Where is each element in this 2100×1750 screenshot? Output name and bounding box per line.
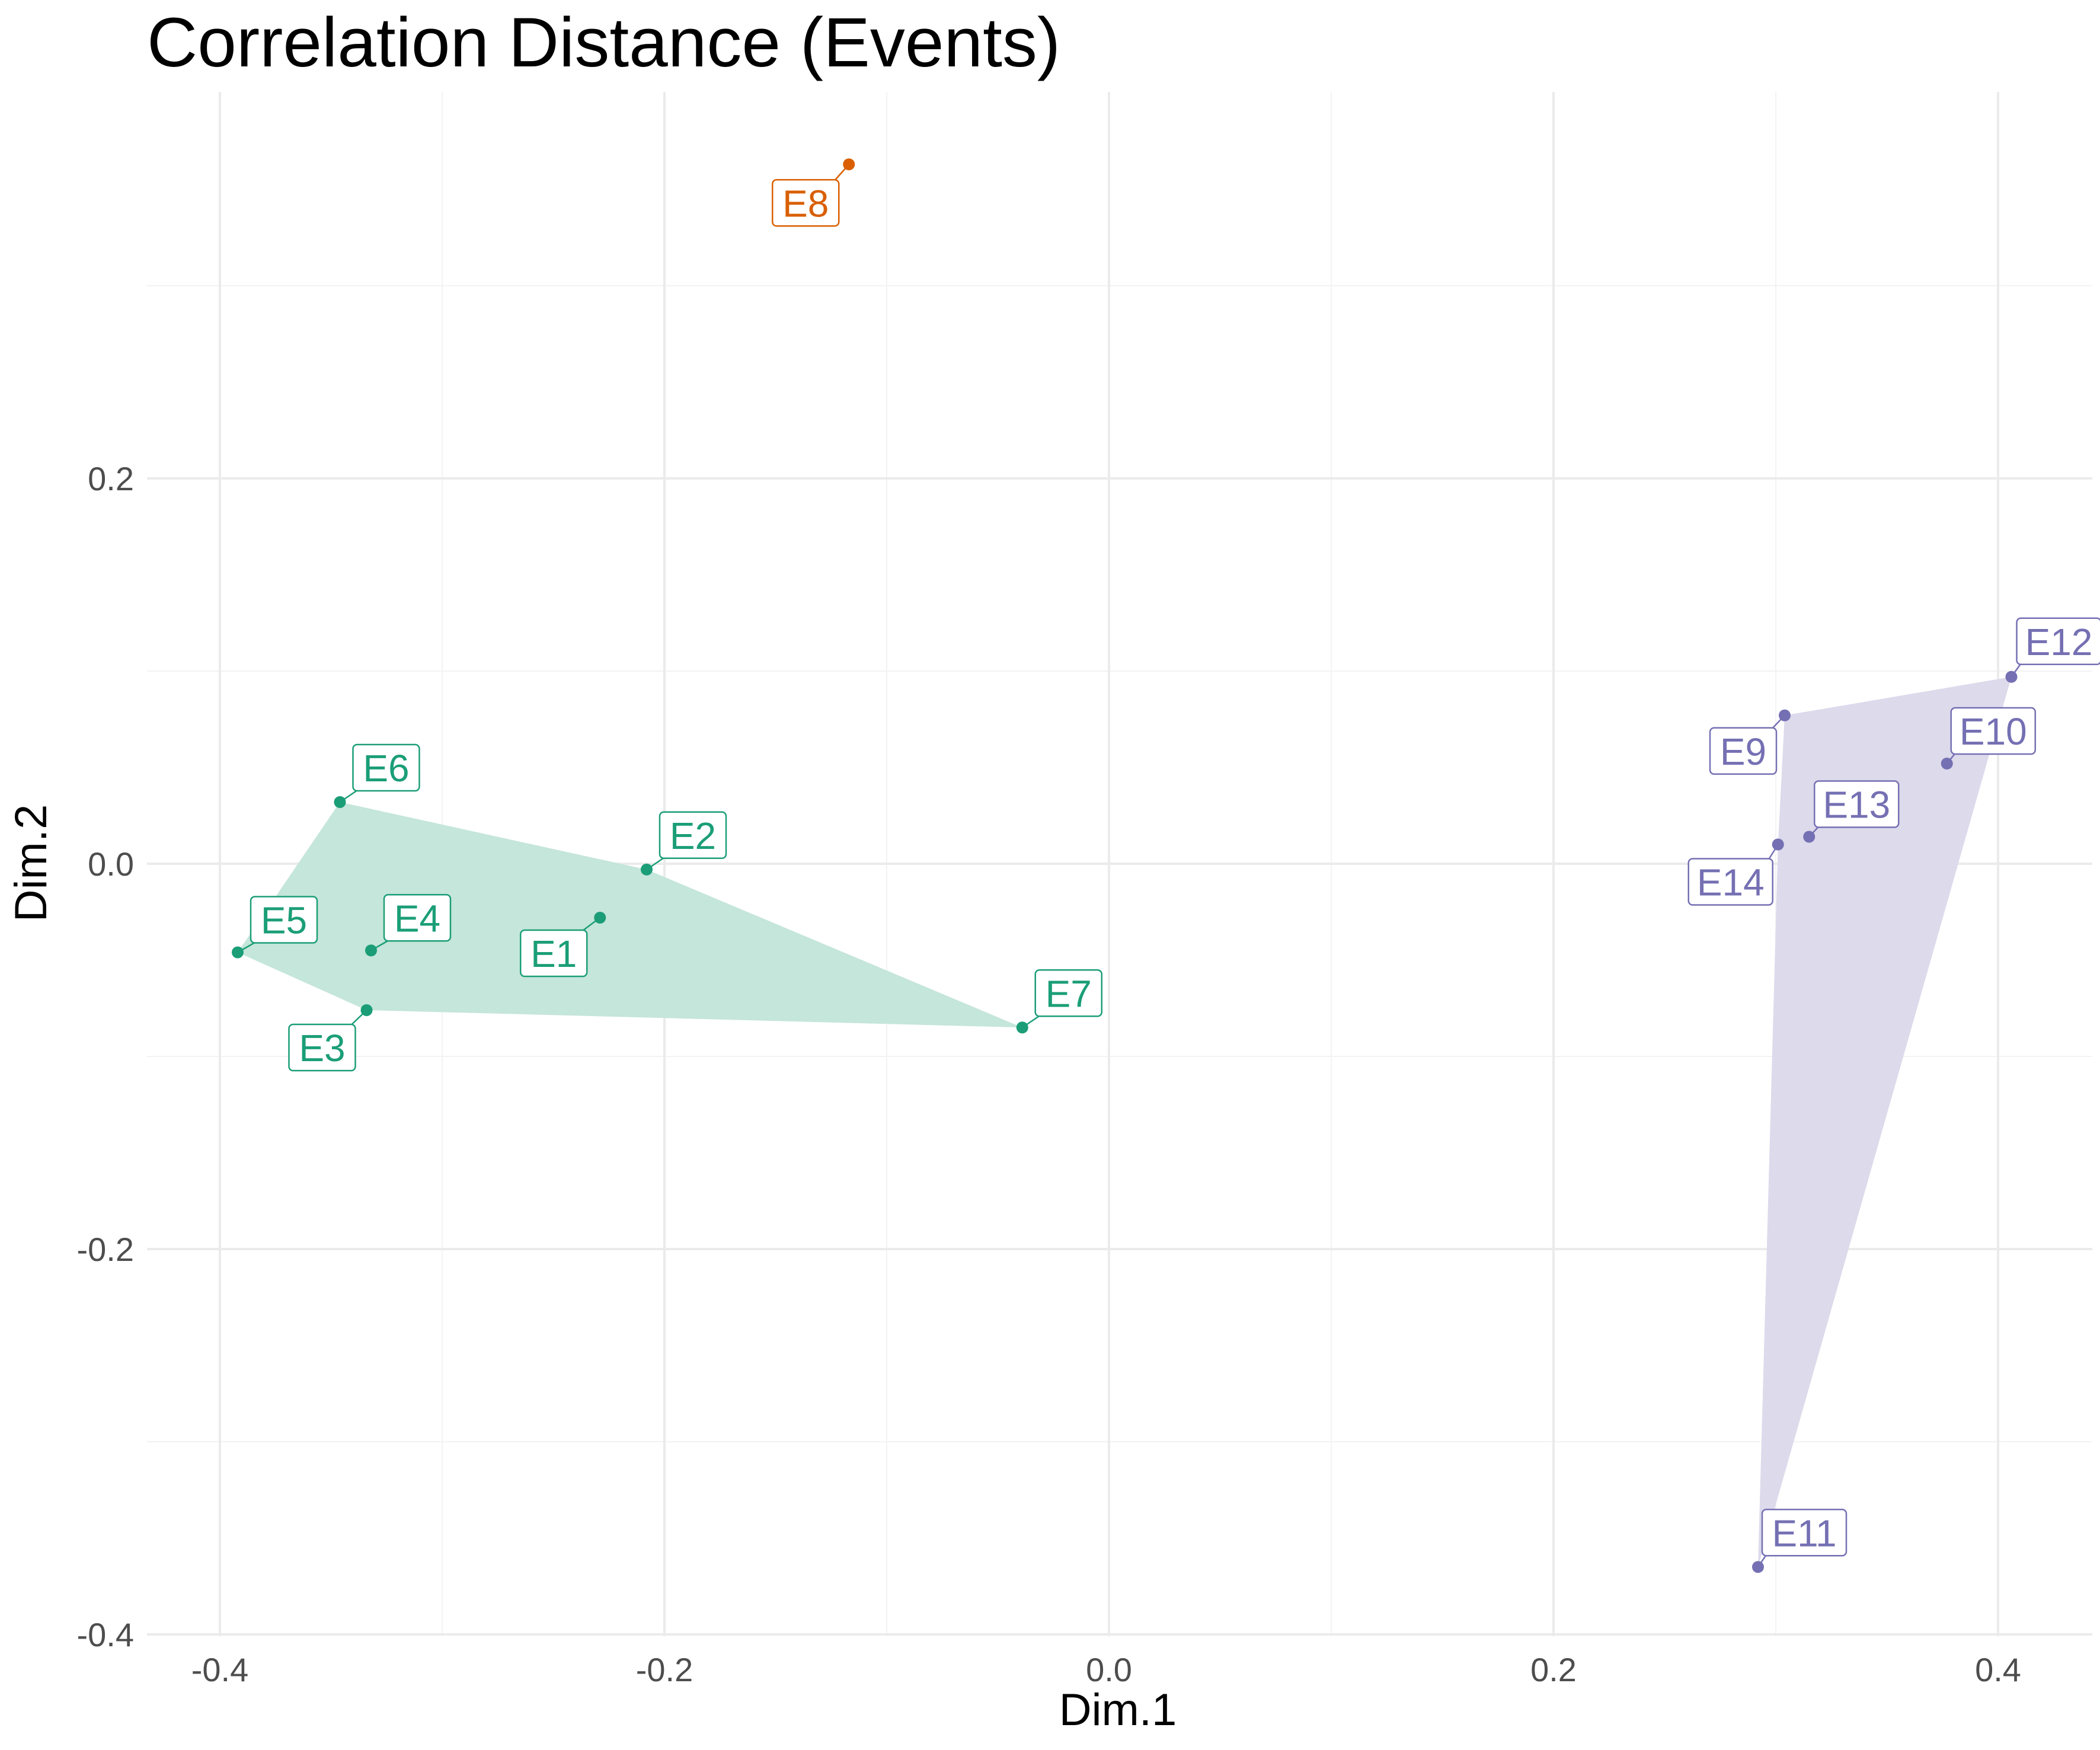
x-tick-label: -0.2: [636, 1651, 693, 1688]
point-labels: E1 E2 E3 E4 E5 E6 E7 E8 E9 E10 E11 E12 E13 E14: [237, 164, 2100, 1567]
point-label-box: [772, 179, 840, 227]
point-label-e7: E7: [1046, 972, 1092, 1015]
cluster-hulls: [238, 676, 2012, 1567]
point-label-e4: E4: [394, 897, 440, 940]
label-leader: [1768, 844, 1779, 860]
label-leader: [237, 942, 255, 953]
label-leader: [1022, 1015, 1040, 1029]
label-leader: [835, 164, 850, 181]
label-leader: [1808, 826, 1819, 838]
point-label-e11: E11: [1772, 1512, 1836, 1554]
point-label-e13: E13: [1823, 784, 1890, 826]
y-tick-label: -0.4: [77, 1616, 135, 1653]
y-tick-label: 0.2: [88, 460, 134, 497]
x-axis-title: Dim.1: [1059, 1685, 1177, 1735]
point-label-box: [520, 929, 588, 978]
point-label-e12: E12: [2025, 621, 2093, 663]
point-label-box: [383, 894, 452, 942]
x-tick-label: 0.2: [1530, 1651, 1577, 1688]
point-label-box: [1709, 727, 1778, 775]
point-label-box: [2016, 617, 2100, 665]
tick-labels: -0.4 -0.2 0.0 0.2 0.4 -0.4 -0.2 0.0 0.2: [77, 460, 2021, 1688]
y-axis-title: Dim.2: [6, 804, 56, 922]
label-leader: [1772, 714, 1785, 729]
y-tick-label: 0.0: [88, 845, 134, 883]
point-label-box: [659, 811, 727, 859]
point-label-box: [1761, 1509, 1848, 1557]
point-label-box: [1687, 858, 1773, 906]
label-leader: [339, 790, 357, 803]
label-leader: [2010, 664, 2021, 678]
label-leader: [646, 857, 664, 870]
point-label-e8: E8: [782, 182, 829, 225]
point-label-e1: E1: [530, 933, 577, 975]
point-label-box: [1814, 780, 1900, 828]
point-label-box: [352, 743, 420, 792]
label-leader: [583, 917, 600, 931]
point-label-box: [288, 1023, 356, 1072]
point-label-e10: E10: [1960, 710, 2027, 753]
point-label-box: [1034, 969, 1102, 1017]
grid: [147, 92, 2092, 1636]
label-leader: [1946, 753, 1955, 764]
point-label-e3: E3: [299, 1027, 345, 1069]
cluster-hull: [1758, 676, 2012, 1567]
point-label-e9: E9: [1720, 730, 1766, 773]
label-leader: [351, 1010, 367, 1025]
point-label-e2: E2: [670, 815, 716, 857]
point-label-e5: E5: [261, 899, 307, 942]
cluster-hull: [238, 802, 1022, 1028]
label-leader: [1757, 1555, 1767, 1567]
x-tick-label: 0.0: [1086, 1651, 1132, 1688]
label-leader: [370, 940, 388, 951]
point-label-box: [250, 896, 318, 944]
x-tick-label: 0.4: [1975, 1651, 2021, 1688]
point-label-e6: E6: [363, 747, 409, 790]
y-tick-label: -0.2: [77, 1231, 135, 1268]
chart-title: Correlation Distance (Events): [147, 4, 1060, 82]
point-label-box: [1950, 707, 2036, 755]
x-tick-label: -0.4: [191, 1651, 249, 1688]
point-label-e14: E14: [1697, 861, 1765, 904]
